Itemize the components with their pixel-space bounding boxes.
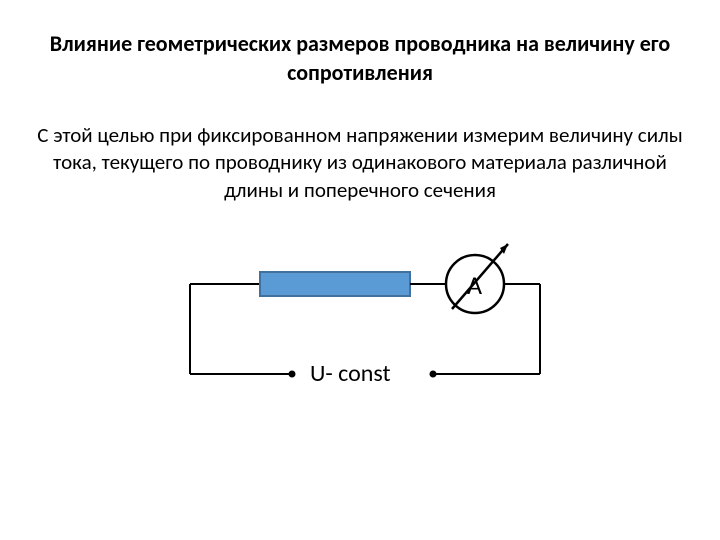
page-title: Влияние геометрических размеров проводни… bbox=[0, 0, 720, 97]
voltage-label: U- const bbox=[310, 359, 391, 388]
terminal-left bbox=[289, 371, 296, 378]
resistor-block bbox=[260, 272, 410, 296]
terminal-right bbox=[430, 371, 437, 378]
ammeter-label: А bbox=[467, 269, 482, 301]
circuit-svg bbox=[150, 234, 570, 434]
circuit-diagram: А U- const bbox=[0, 234, 720, 454]
page-description: С этой целью при фиксированном напряжени… bbox=[0, 97, 720, 224]
